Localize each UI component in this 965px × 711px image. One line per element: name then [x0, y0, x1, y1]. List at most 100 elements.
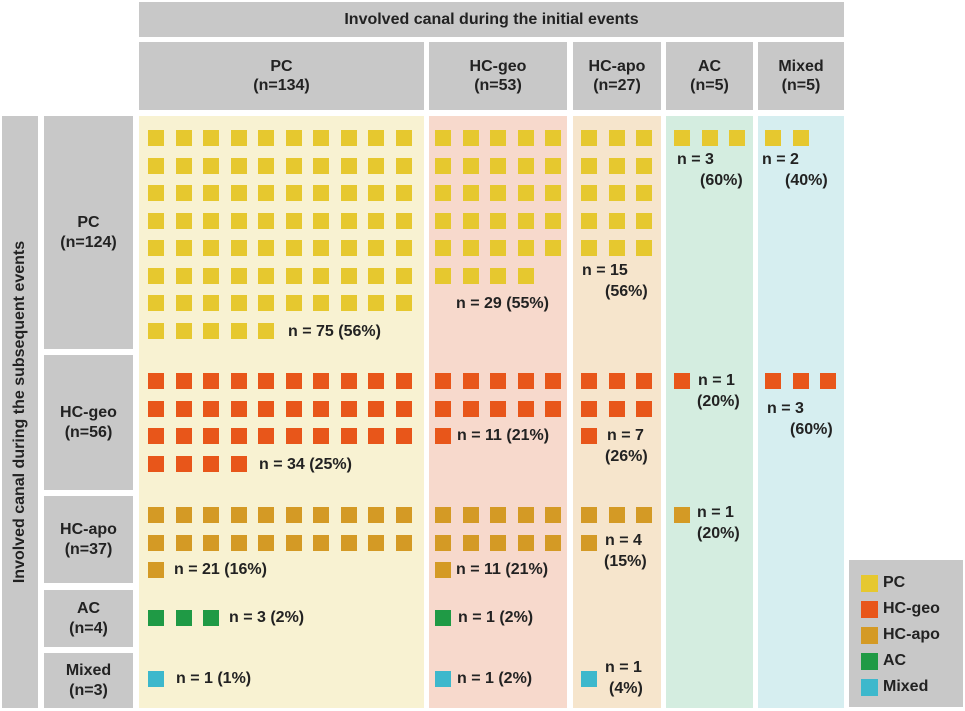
- label-hcapo-pc: n = 21 (16%): [174, 561, 267, 578]
- legend-swatch-pc: [861, 574, 878, 592]
- row-header-hc-geo-n: (n=56): [64, 423, 113, 441]
- legend-swatch-ac: [861, 652, 878, 670]
- waffle-square: [203, 323, 219, 339]
- waffle-square: [435, 507, 451, 523]
- waffle-square: [396, 130, 412, 146]
- col-header-mixed-n: (n=5): [781, 77, 821, 94]
- row-header-mixed: Mixed (n=3): [44, 653, 133, 708]
- waffle-square: [148, 158, 164, 174]
- waffle-square: [258, 295, 274, 311]
- waffle-square: [148, 535, 164, 551]
- waffle-square: [463, 240, 479, 256]
- label-hcgeo-hc-apo-l2: (26%): [605, 448, 648, 465]
- waffle-square: [435, 268, 451, 284]
- waffle-square: [176, 323, 192, 339]
- waffle-square: [368, 130, 384, 146]
- waffle-square: [313, 401, 329, 417]
- waffle-square: [581, 401, 597, 417]
- legend-label-hc-geo: HC-geo: [883, 600, 940, 617]
- waffle-square: [765, 130, 781, 146]
- waffle-square: [609, 213, 625, 229]
- waffle-square: [435, 373, 451, 389]
- waffle-square: [435, 671, 451, 687]
- waffle-square: [258, 535, 274, 551]
- waffle-square: [258, 213, 274, 229]
- waffle-square: [148, 130, 164, 146]
- waffle-square: [313, 507, 329, 523]
- waffle-square: [203, 158, 219, 174]
- waffle-square: [176, 610, 192, 626]
- waffle-square: [313, 428, 329, 444]
- legend: PC HC-geo HC-apo AC Mixed: [849, 560, 963, 707]
- waffle-square: [176, 240, 192, 256]
- waffle-square: [463, 185, 479, 201]
- waffle-square: [518, 158, 534, 174]
- waffle-square: [435, 535, 451, 551]
- row-header-hc-geo-name: HC-geo: [60, 403, 117, 421]
- waffle-square: [435, 428, 451, 444]
- waffle-square: [435, 401, 451, 417]
- waffle-square: [368, 185, 384, 201]
- waffle-square: [636, 130, 652, 146]
- waffle-square: [396, 428, 412, 444]
- waffle-square: [258, 240, 274, 256]
- label-hcgeo-mixed-l2: (60%): [790, 421, 833, 438]
- legend-item-ac: AC: [861, 651, 906, 671]
- row-header-pc-name: PC: [77, 213, 100, 231]
- waffle-square: [674, 507, 690, 523]
- waffle-square: [176, 428, 192, 444]
- waffle-square: [341, 428, 357, 444]
- waffle-square: [490, 373, 506, 389]
- row-header-mixed-name: Mixed: [65, 661, 112, 679]
- col-header-hc-apo-name: HC-apo: [588, 58, 646, 75]
- label-hcgeo-ac-l2: (20%): [697, 393, 740, 410]
- waffle-square: [545, 130, 561, 146]
- waffle-square: [674, 373, 690, 389]
- waffle-square: [702, 130, 718, 146]
- waffle-square: [148, 562, 164, 578]
- waffle-square: [396, 535, 412, 551]
- col-header-ac-name: AC: [697, 58, 722, 75]
- waffle-square: [396, 295, 412, 311]
- waffle-square: [435, 562, 451, 578]
- waffle-square: [674, 130, 690, 146]
- legend-item-hc-geo: HC-geo: [861, 599, 940, 619]
- waffle-square: [176, 535, 192, 551]
- waffle-square: [368, 428, 384, 444]
- waffle-square: [148, 323, 164, 339]
- waffle-square: [518, 130, 534, 146]
- side-axis-title: Involved canal during the subsequent eve…: [2, 116, 38, 708]
- label-ac-hc-geo: n = 1 (2%): [458, 609, 534, 626]
- waffle-square: [203, 130, 219, 146]
- waffle-square: [231, 323, 247, 339]
- waffle-square: [490, 185, 506, 201]
- waffle-square: [313, 268, 329, 284]
- waffle-square: [545, 158, 561, 174]
- col-header-ac: AC (n=5): [666, 42, 753, 110]
- waffle-square: [435, 610, 451, 626]
- waffle-square: [341, 158, 357, 174]
- legend-item-hc-apo: HC-apo: [861, 625, 940, 645]
- column-panel-mixed: [758, 116, 844, 708]
- waffle-square: [176, 213, 192, 229]
- row-header-ac-n: (n=4): [69, 619, 108, 637]
- waffle-square: [396, 158, 412, 174]
- label-mixed-hc-apo-l2: (4%): [609, 680, 643, 697]
- row-header-mixed-n: (n=3): [69, 681, 108, 699]
- waffle-square: [203, 268, 219, 284]
- waffle-square: [148, 401, 164, 417]
- waffle-square: [396, 240, 412, 256]
- waffle-square: [203, 401, 219, 417]
- label-hcapo-ac-l1: n = 1: [697, 504, 734, 521]
- waffle-square: [793, 130, 809, 146]
- waffle-square: [545, 213, 561, 229]
- waffle-square: [148, 610, 164, 626]
- waffle-square: [581, 428, 597, 444]
- label-mixed-hc-geo: n = 1 (2%): [457, 670, 533, 687]
- row-header-ac-name: AC: [76, 599, 101, 617]
- waffle-square: [396, 185, 412, 201]
- waffle-square: [581, 240, 597, 256]
- waffle-square: [148, 507, 164, 523]
- waffle-square: [636, 240, 652, 256]
- waffle-square: [518, 185, 534, 201]
